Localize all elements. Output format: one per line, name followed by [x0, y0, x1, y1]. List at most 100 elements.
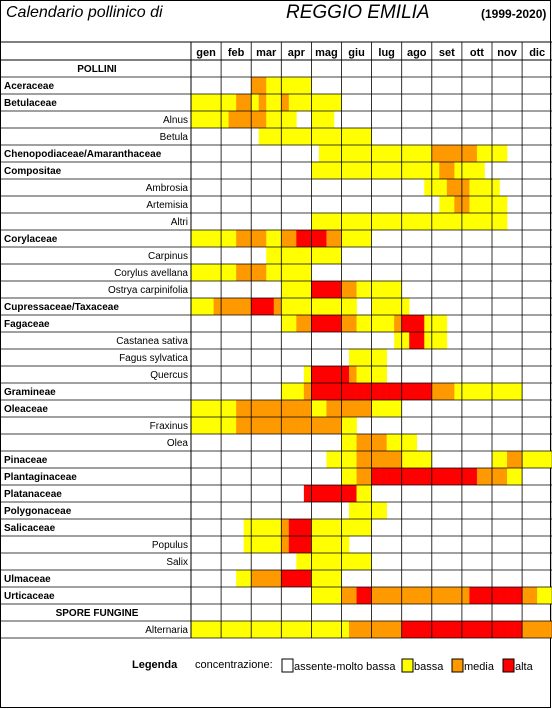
heatmap-cell	[484, 196, 493, 213]
heatmap-cell	[544, 451, 552, 468]
heatmap-cell	[401, 468, 410, 485]
heatmap-cell	[281, 230, 290, 247]
heatmap-cell	[476, 383, 485, 400]
heatmap-cell	[318, 519, 327, 536]
heatmap-cell	[454, 621, 463, 638]
heatmap-cell	[461, 145, 470, 162]
heatmap-cell	[326, 519, 335, 536]
heatmap-cell	[379, 162, 387, 179]
heatmap-cell	[364, 400, 372, 417]
heatmap-cell	[273, 417, 282, 434]
heatmap-cell	[394, 213, 402, 230]
row-label: Salix	[166, 557, 188, 568]
heatmap-cell	[364, 434, 372, 451]
heatmap-cell	[469, 162, 478, 179]
heatmap-cell	[529, 587, 538, 604]
heatmap-cell	[191, 264, 199, 281]
heatmap-cell	[326, 400, 335, 417]
heatmap-cell	[213, 621, 222, 638]
heatmap-cell	[311, 230, 320, 247]
heatmap-cell	[349, 366, 357, 383]
heatmap-cell	[439, 179, 448, 196]
heatmap-cell	[386, 213, 395, 230]
heatmap-cell	[288, 264, 297, 281]
heatmap-cell	[341, 298, 350, 315]
heatmap-cell	[318, 417, 327, 434]
heatmap-cell	[424, 621, 433, 638]
heatmap-cell	[311, 94, 320, 111]
heatmap-cell	[424, 383, 433, 400]
heatmap-cell	[394, 451, 402, 468]
heatmap-cell	[288, 281, 297, 298]
heatmap-cell	[341, 230, 350, 247]
heatmap-cell	[484, 383, 493, 400]
row-label: Plantaginaceae	[4, 472, 77, 483]
heatmap-cell	[311, 315, 320, 332]
legend-swatch	[502, 658, 515, 673]
heatmap-cell	[266, 536, 275, 553]
heatmap-cell	[311, 553, 320, 570]
heatmap-cell	[537, 451, 545, 468]
heatmap-cell	[296, 400, 305, 417]
heatmap-cell	[318, 587, 327, 604]
heatmap-cell	[379, 502, 387, 519]
heatmap-cell	[461, 196, 470, 213]
heatmap-cell	[258, 519, 267, 536]
row-label: Oleaceae	[4, 404, 48, 415]
heatmap-cell	[303, 366, 312, 383]
heatmap-cell	[251, 400, 260, 417]
heatmap-cell	[514, 451, 523, 468]
heatmap-cell	[273, 77, 282, 94]
heatmap-cell	[394, 298, 402, 315]
heatmap-cell	[281, 264, 290, 281]
heatmap-cell	[296, 247, 305, 264]
heatmap-cell	[416, 332, 425, 349]
heatmap-cell	[394, 383, 402, 400]
heatmap-cell	[236, 621, 244, 638]
heatmap-cell	[236, 298, 244, 315]
heatmap-cell	[303, 247, 312, 264]
heatmap-cell	[326, 145, 335, 162]
heatmap-cell	[326, 162, 335, 179]
heatmap-cell	[356, 434, 365, 451]
month-label: gen	[196, 47, 216, 59]
heatmap-cell	[469, 587, 478, 604]
heatmap-cell	[394, 468, 402, 485]
heatmap-cell	[439, 213, 448, 230]
heatmap-cell	[288, 128, 297, 145]
heatmap-cell	[341, 213, 350, 230]
heatmap-cell	[431, 213, 440, 230]
heatmap-cell	[424, 162, 433, 179]
heatmap-cell	[281, 621, 290, 638]
heatmap-cell	[439, 621, 448, 638]
heatmap-cell	[213, 298, 222, 315]
heatmap-cell	[386, 468, 395, 485]
heatmap-cell	[386, 400, 395, 417]
heatmap-cell	[341, 162, 350, 179]
heatmap-cell	[522, 587, 530, 604]
row-label: Salicaceae	[4, 523, 56, 534]
heatmap-cell	[191, 417, 199, 434]
heatmap-cell	[341, 417, 350, 434]
heatmap-cell	[303, 315, 312, 332]
heatmap-cell	[296, 264, 305, 281]
heatmap-cell	[341, 281, 350, 298]
heatmap-cell	[439, 383, 448, 400]
heatmap-cell	[356, 213, 365, 230]
heatmap-cell	[243, 230, 252, 247]
heatmap-cell	[333, 230, 342, 247]
heatmap-cell	[401, 451, 410, 468]
heatmap-cell	[349, 485, 357, 502]
heatmap-cell	[439, 196, 448, 213]
heatmap-cell	[349, 417, 357, 434]
heatmap-cell	[273, 570, 282, 587]
chart-location: REGGIO EMILIA	[286, 2, 430, 23]
heatmap-cell	[303, 264, 312, 281]
heatmap-cell	[341, 315, 350, 332]
heatmap-cell	[507, 587, 515, 604]
row-label: Pinaceae	[4, 455, 48, 466]
heatmap-cell	[364, 451, 372, 468]
heatmap-cell	[318, 621, 327, 638]
legend-swatch	[451, 658, 464, 673]
row-label: Betulaceae	[4, 98, 57, 109]
